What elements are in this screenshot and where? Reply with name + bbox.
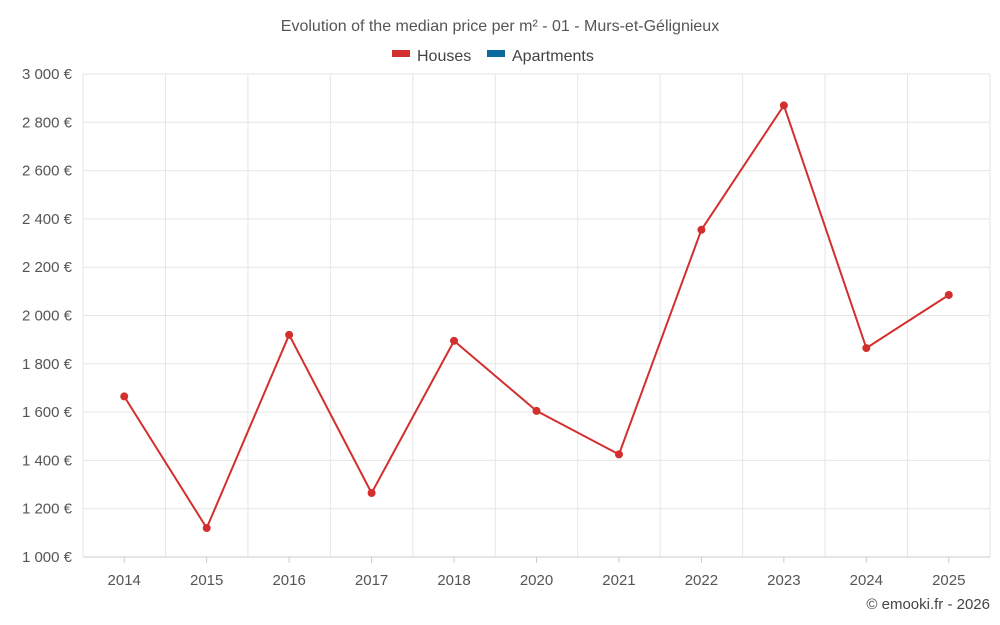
chart-title: Evolution of the median price per m² - 0…: [281, 18, 719, 35]
data-point-houses[interactable]: [614, 450, 623, 459]
legend-swatch-apartments: [487, 50, 505, 57]
y-tick-label: 2 800 €: [22, 114, 73, 131]
x-tick-label: 2025: [932, 572, 965, 589]
x-tick-label: 2014: [108, 572, 141, 589]
x-tick-label: 2023: [767, 572, 800, 589]
legend-label-houses: Houses: [417, 48, 471, 65]
y-tick-label: 1 200 €: [22, 501, 73, 518]
x-axis-tick-labels: 2014 2015 2016 2017 2018 2020 2021 2022 2023 2024…: [108, 572, 966, 589]
legend-item-houses[interactable]: Houses: [392, 48, 471, 65]
series-layer: [120, 101, 953, 533]
y-tick-label: 1 800 €: [22, 356, 73, 373]
data-point-houses[interactable]: [779, 101, 788, 110]
y-tick-label: 2 400 €: [22, 211, 73, 228]
data-point-houses[interactable]: [862, 344, 871, 353]
data-point-houses[interactable]: [697, 225, 706, 234]
x-tick-label: 2021: [602, 572, 635, 589]
x-tick-label: 2015: [190, 572, 223, 589]
legend: Houses Apartments: [392, 48, 594, 65]
data-point-houses[interactable]: [450, 336, 459, 345]
y-tick-label: 1 400 €: [22, 452, 73, 469]
legend-item-apartments[interactable]: Apartments: [487, 48, 594, 65]
x-tick-label: 2017: [355, 572, 388, 589]
y-tick-label: 2 600 €: [22, 163, 73, 180]
x-gridlines: [82, 74, 991, 563]
legend-label-apartments: Apartments: [512, 48, 594, 65]
y-tick-label: 3 000 €: [22, 66, 73, 83]
y-tick-label: 2 200 €: [22, 259, 73, 276]
x-tick-label: 2022: [685, 572, 718, 589]
x-tick-label: 2020: [520, 572, 553, 589]
data-point-houses[interactable]: [367, 489, 376, 498]
y-tick-label: 2 000 €: [22, 308, 73, 325]
x-tick-label: 2024: [850, 572, 883, 589]
data-point-houses[interactable]: [285, 330, 294, 339]
x-tick-label: 2018: [437, 572, 470, 589]
data-point-houses[interactable]: [120, 392, 129, 401]
legend-swatch-houses: [392, 50, 410, 57]
data-point-houses[interactable]: [944, 290, 953, 299]
y-tick-label: 1 600 €: [22, 404, 73, 421]
data-point-houses[interactable]: [532, 406, 541, 415]
x-tick-label: 2016: [272, 572, 305, 589]
data-point-houses[interactable]: [202, 524, 211, 533]
y-gridlines: [83, 73, 990, 510]
y-axis-tick-labels: 1 000 € 1 200 € 1 400 € 1 600 € 1 800 € 2 000…: [22, 66, 73, 566]
y-tick-label: 1 000 €: [22, 549, 73, 566]
credit-text: © emooki.fr - 2026: [866, 596, 990, 613]
